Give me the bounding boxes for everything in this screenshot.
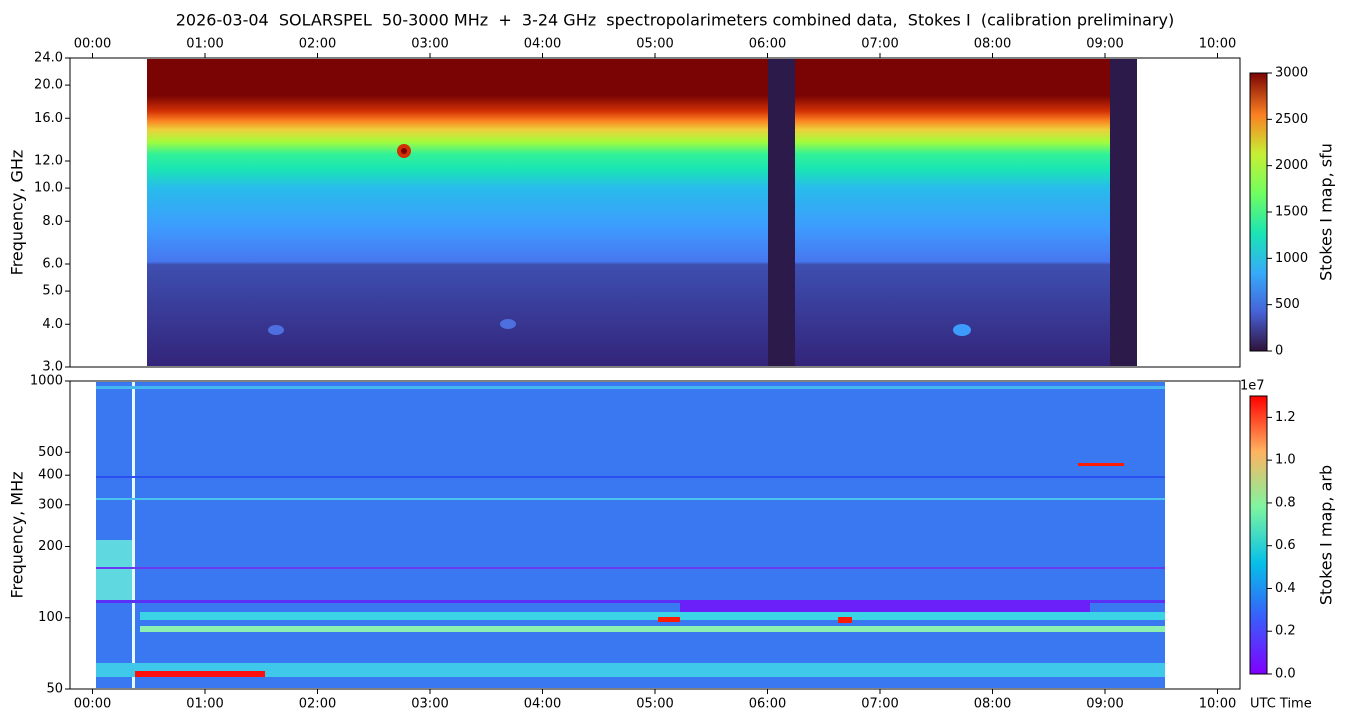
x-tick-label: 09:00 <box>1086 697 1123 712</box>
colorbar-label: Stokes I map, sfu <box>1317 143 1336 281</box>
colorbar-tick-label: 1000 <box>1275 251 1308 266</box>
y-axis-label: Frequency, GHz <box>8 150 27 276</box>
x-tick-label: 07:00 <box>861 697 898 712</box>
x-tick-label: 03:00 <box>411 697 448 712</box>
colorbar-tick-label: 0 <box>1275 344 1283 359</box>
colorbar-tick-label: 0.6 <box>1275 538 1296 553</box>
y-axis-label: Frequency, MHz <box>8 471 27 598</box>
x-tick-label: 06:00 <box>749 697 786 712</box>
x-tick-label: 08:00 <box>974 697 1011 712</box>
y-tick-label: 20.0 <box>34 78 63 93</box>
y-tick-label: 6.0 <box>42 257 63 272</box>
y-tick-label: 1000 <box>30 374 63 389</box>
x-tick-label: 08:00 <box>974 37 1011 52</box>
y-tick-label: 200 <box>38 539 63 554</box>
colorbar-tick-label: 0.0 <box>1275 667 1296 682</box>
y-tick-label: 100 <box>38 610 63 625</box>
colorbar-tick-label: 0.8 <box>1275 495 1296 510</box>
x-tick-label: 10:00 <box>1199 37 1236 52</box>
colorbar-offset: 1e7 <box>1240 379 1265 394</box>
x-tick-label: 10:00 <box>1199 697 1236 712</box>
colorbar-tick-label: 0.2 <box>1275 624 1296 639</box>
colorbar <box>1249 395 1268 675</box>
y-tick-label: 4.0 <box>42 317 63 332</box>
y-tick-label: 3.0 <box>42 360 63 375</box>
x-tick-label: 00:00 <box>74 37 111 52</box>
colorbar-tick-label: 0.4 <box>1275 581 1296 596</box>
y-tick-label: 24.0 <box>34 51 63 66</box>
colorbar-tick-label: 2500 <box>1275 112 1308 127</box>
colorbar-tick-label: 500 <box>1275 297 1300 312</box>
spectrogram-bottom <box>96 382 1165 688</box>
x-tick-label: 07:00 <box>861 37 898 52</box>
x-tick-label: 02:00 <box>299 697 336 712</box>
y-tick-label: 5.0 <box>42 284 63 299</box>
y-tick-label: 300 <box>38 497 63 512</box>
y-tick-label: 16.0 <box>34 111 63 126</box>
x-tick-label: 06:00 <box>749 37 786 52</box>
colorbar-tick-label: 2000 <box>1275 158 1308 173</box>
colorbar-label: Stokes I map, arb <box>1317 465 1336 605</box>
x-tick-label: 01:00 <box>186 37 223 52</box>
colorbar-tick-label: 3000 <box>1275 66 1308 81</box>
colorbar-tick-label: 1.0 <box>1275 453 1296 468</box>
x-tick-label: 05:00 <box>636 697 673 712</box>
x-tick-label: 02:00 <box>299 37 336 52</box>
y-tick-label: 400 <box>38 468 63 483</box>
x-tick-label: 01:00 <box>186 697 223 712</box>
x-tick-label: 04:00 <box>524 697 561 712</box>
x-tick-label: 05:00 <box>636 37 673 52</box>
colorbar-tick-label: 1.2 <box>1275 410 1296 425</box>
title: 2026-03-04 SOLARSPEL 50-3000 MHz + 3-24 … <box>176 11 1175 30</box>
x-axis-label: UTC Time <box>1250 697 1312 712</box>
y-tick-label: 50 <box>46 682 63 697</box>
x-tick-label: 03:00 <box>411 37 448 52</box>
x-tick-label: 00:00 <box>74 697 111 712</box>
y-tick-label: 8.0 <box>42 214 63 229</box>
y-tick-label: 12.0 <box>34 154 63 169</box>
x-tick-label: 09:00 <box>1086 37 1123 52</box>
x-tick-label: 04:00 <box>524 37 561 52</box>
y-tick-label: 10.0 <box>34 181 63 196</box>
colorbar-tick-label: 1500 <box>1275 205 1308 220</box>
y-tick-label: 500 <box>38 445 63 460</box>
spectrogram-top <box>147 59 1137 366</box>
colorbar <box>1249 72 1268 352</box>
